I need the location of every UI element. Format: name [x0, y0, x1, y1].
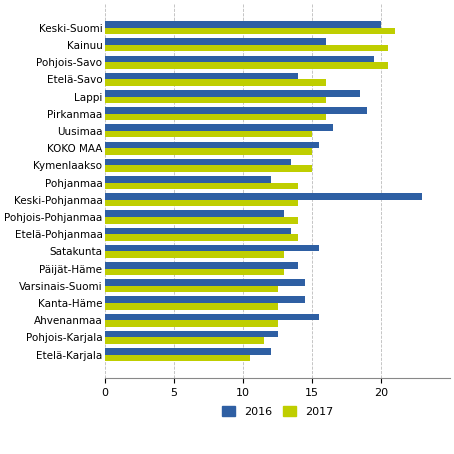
Bar	[105, 28, 395, 34]
Bar	[105, 211, 284, 217]
Bar	[105, 279, 305, 286]
Bar	[105, 124, 333, 131]
Bar	[105, 355, 250, 361]
Bar	[105, 45, 388, 51]
Bar	[105, 21, 381, 28]
Bar	[105, 217, 298, 223]
Bar	[105, 314, 319, 320]
Bar	[105, 142, 319, 148]
Bar	[105, 337, 264, 344]
Bar	[105, 303, 277, 310]
Legend: 2016, 2017: 2016, 2017	[217, 402, 338, 421]
Bar	[105, 245, 319, 252]
Bar	[105, 269, 284, 275]
Bar	[105, 331, 277, 337]
Bar	[105, 159, 291, 165]
Bar	[105, 176, 271, 183]
Bar	[105, 55, 374, 62]
Bar	[105, 131, 312, 138]
Bar	[105, 165, 312, 172]
Bar	[105, 262, 298, 269]
Bar	[105, 79, 326, 86]
Bar	[105, 107, 367, 114]
Bar	[105, 348, 271, 355]
Bar	[105, 114, 326, 120]
Bar	[105, 193, 422, 200]
Bar	[105, 90, 360, 97]
Bar	[105, 148, 312, 155]
Bar	[105, 234, 298, 241]
Bar	[105, 296, 305, 303]
Bar	[105, 320, 277, 327]
Bar	[105, 97, 326, 103]
Bar	[105, 62, 388, 69]
Bar	[105, 73, 298, 79]
Bar	[105, 286, 277, 292]
Bar	[105, 227, 291, 234]
Bar	[105, 183, 298, 189]
Bar	[105, 200, 298, 206]
Bar	[105, 39, 326, 45]
Bar	[105, 252, 284, 258]
